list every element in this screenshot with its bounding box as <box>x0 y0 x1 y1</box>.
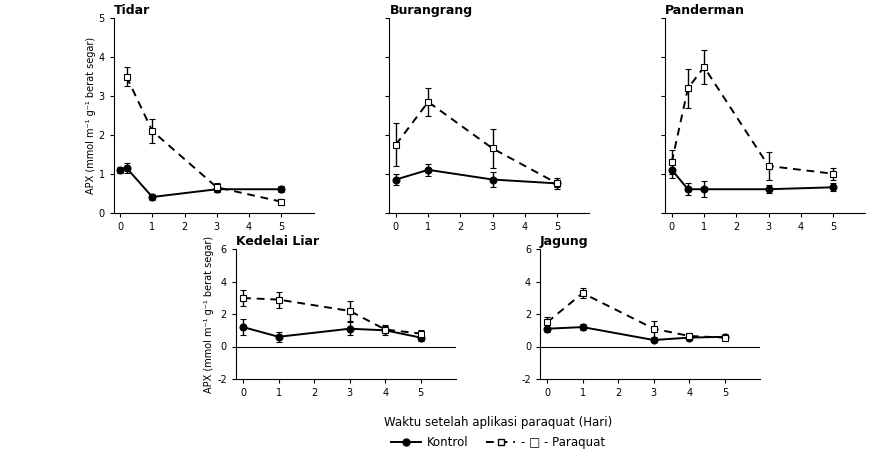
Y-axis label: APX (mmol m⁻¹ g⁻¹ berat segar): APX (mmol m⁻¹ g⁻¹ berat segar) <box>86 37 95 194</box>
Legend: Kontrol, - □ - Paraquat: Kontrol, - □ - Paraquat <box>386 432 610 454</box>
Text: Kedelai Liar: Kedelai Liar <box>236 235 319 248</box>
Y-axis label: APX (mmol m⁻¹ g⁻¹ berat segar): APX (mmol m⁻¹ g⁻¹ berat segar) <box>205 236 214 393</box>
Text: Burangrang: Burangrang <box>390 4 473 17</box>
Text: Panderman: Panderman <box>665 4 746 17</box>
Text: Jagung: Jagung <box>540 235 589 248</box>
Text: Tidar: Tidar <box>114 4 149 17</box>
Text: Waktu setelah aplikasi paraquat (Hari): Waktu setelah aplikasi paraquat (Hari) <box>384 416 613 429</box>
